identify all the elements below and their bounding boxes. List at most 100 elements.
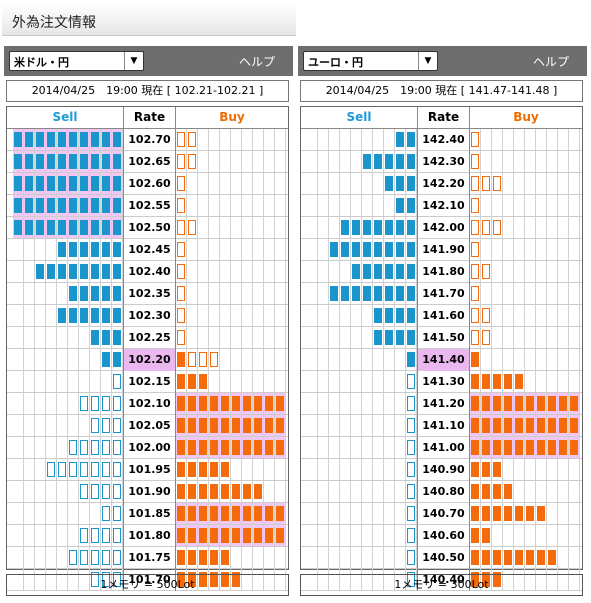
sell-cell: [57, 393, 68, 414]
help-link[interactable]: ヘルプ: [238, 55, 275, 69]
buy-cell: [231, 547, 242, 568]
buy-cell: [470, 569, 481, 590]
sell-cell: [57, 415, 68, 436]
sell-cell: [318, 261, 329, 282]
sell-cell: [46, 305, 57, 326]
buy-cell: [275, 261, 286, 282]
buy-order-block: [254, 418, 262, 433]
buy-order-block: [504, 374, 512, 389]
chevron-down-icon[interactable]: ▼: [124, 52, 143, 70]
sell-cell: [57, 459, 68, 480]
sell-cell: [318, 239, 329, 260]
buy-cell: [547, 217, 558, 238]
sell-order-block: [58, 462, 66, 477]
sell-cell: [24, 503, 35, 524]
buy-order-block: [471, 550, 479, 565]
sell-order-block: [102, 352, 110, 367]
buy-cell: [503, 569, 514, 590]
buy-cell: [492, 261, 503, 282]
sell-cell: [13, 393, 24, 414]
sell-cell: [68, 283, 79, 304]
sell-order-block: [102, 462, 110, 477]
sell-order-block: [80, 528, 88, 543]
sell-cell: [373, 173, 384, 194]
buy-cell: [536, 481, 547, 502]
sell-order-block: [58, 242, 66, 257]
buy-order-block: [232, 506, 240, 521]
sell-cell: [35, 349, 46, 370]
buy-order-block: [471, 418, 479, 433]
sell-order-block: [80, 308, 88, 323]
sell-order-block: [14, 176, 22, 191]
help-link[interactable]: ヘルプ: [532, 55, 569, 69]
buy-cell: [209, 547, 220, 568]
currency-pair-select[interactable]: 米ドル・円 ▼: [9, 51, 144, 71]
currency-pair-select[interactable]: ユーロ・円 ▼: [303, 51, 438, 71]
buy-cell: [220, 305, 231, 326]
sell-cell: [384, 393, 395, 414]
sell-order-block: [91, 286, 99, 301]
sell-order-block: [113, 572, 121, 587]
sell-cell: [351, 503, 362, 524]
buy-cell: [220, 217, 231, 238]
buy-cell: [209, 525, 220, 546]
rate-value: 101.90: [123, 481, 176, 503]
sell-cell: [35, 503, 46, 524]
order-row: 140.80: [301, 481, 582, 503]
buy-order-block: [482, 176, 490, 191]
sell-cell: [373, 261, 384, 282]
buy-order-block: [504, 418, 512, 433]
buy-order-block: [177, 572, 185, 587]
sell-order-block: [58, 154, 66, 169]
buy-order-block: [471, 132, 479, 147]
sell-order-block: [113, 286, 121, 301]
sell-order-block: [113, 154, 121, 169]
buy-cell: [209, 173, 220, 194]
sell-cell: [57, 503, 68, 524]
sell-cell: [24, 283, 35, 304]
buy-order-block: [482, 374, 490, 389]
buy-cell: [558, 503, 569, 524]
buy-cell: [547, 195, 558, 216]
sell-cell: [362, 569, 373, 590]
sell-cell: [406, 437, 417, 458]
order-row: 140.60: [301, 525, 582, 547]
buy-cell: [492, 415, 503, 436]
buy-cell: [220, 129, 231, 150]
buy-order-block: [471, 264, 479, 279]
buy-cell: [220, 481, 231, 502]
buy-cell: [176, 503, 187, 524]
sell-order-block: [407, 352, 415, 367]
sell-cell: [112, 327, 123, 348]
sell-order-block: [363, 220, 371, 235]
buy-cell: [492, 349, 503, 370]
buy-cell: [470, 525, 481, 546]
sell-order-block: [91, 572, 99, 587]
sell-cell: [79, 261, 90, 282]
buy-cell: [492, 503, 503, 524]
sell-cell: [46, 129, 57, 150]
chevron-down-icon[interactable]: ▼: [418, 52, 437, 70]
buy-cell: [253, 503, 264, 524]
sell-cell: [307, 283, 318, 304]
sell-cell: [340, 393, 351, 414]
buy-cell: [253, 327, 264, 348]
sell-cell: [13, 327, 24, 348]
sell-cell: [13, 129, 24, 150]
sell-order-block: [80, 396, 88, 411]
buy-cell: [558, 151, 569, 172]
sell-order-block: [80, 154, 88, 169]
sell-cell: [373, 437, 384, 458]
sell-cell: [101, 437, 112, 458]
sell-cell: [307, 173, 318, 194]
sell-cell: [395, 437, 406, 458]
buy-order-block: [265, 528, 273, 543]
buy-cell: [209, 349, 220, 370]
buy-cell: [514, 437, 525, 458]
sell-order-block: [80, 220, 88, 235]
sell-order-block: [102, 286, 110, 301]
buy-cell: [503, 129, 514, 150]
sell-cell: [340, 261, 351, 282]
order-row: 102.30: [7, 305, 288, 327]
buy-order-block: [548, 418, 556, 433]
